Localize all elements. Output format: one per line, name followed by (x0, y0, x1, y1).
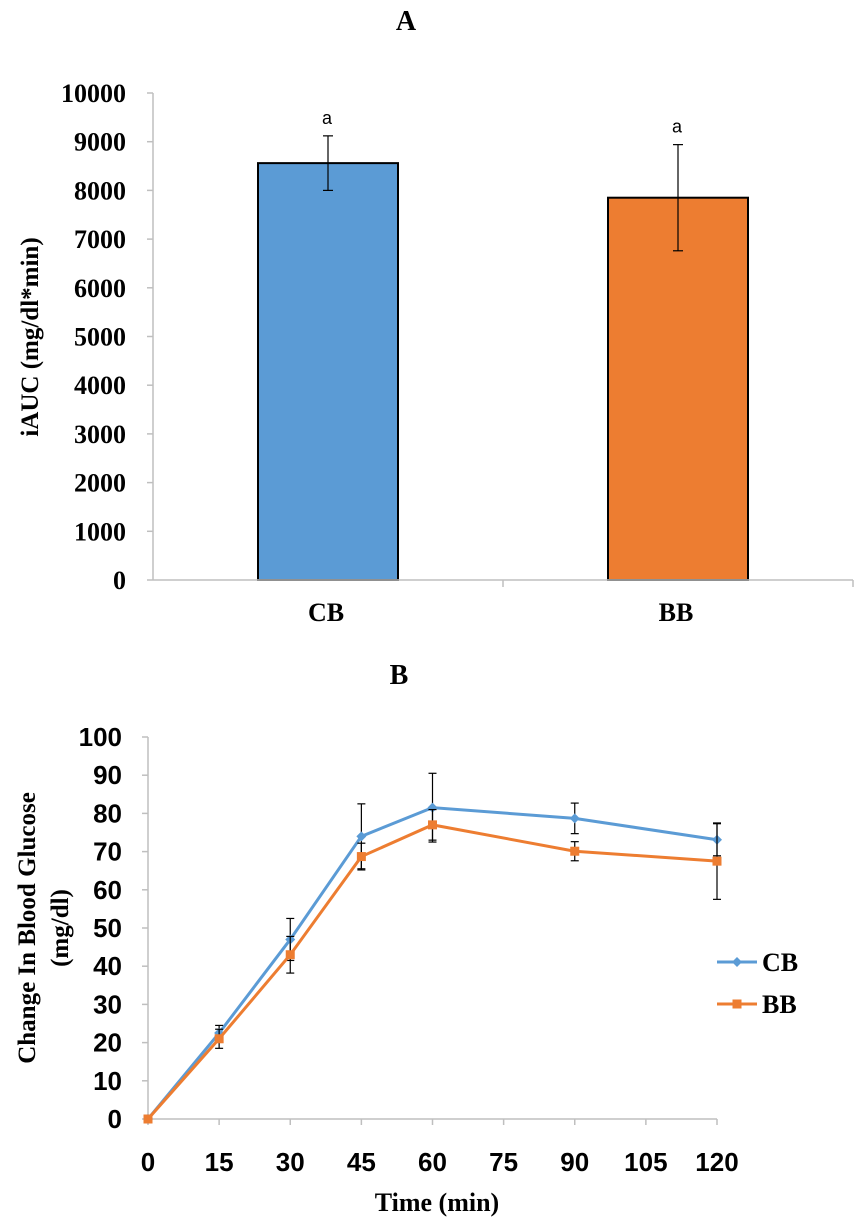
panel-b-y-tick-label: 0 (108, 1104, 122, 1134)
panel-b-y-tick-label: 100 (79, 722, 122, 752)
panel-a-y-ticks: 0 1000 2000 3000 4000 5000 6000 7000 8000 9000 100… (61, 79, 153, 595)
panel-a-y-tick-label: 1000 (74, 517, 126, 546)
panel-a-y-tick-label: 2000 (74, 469, 126, 498)
panel-b-legend-marker (732, 999, 742, 1009)
panel-b-y-tick-label: 40 (93, 951, 122, 981)
panel-b-x-tick-label: 60 (418, 1147, 447, 1177)
panel-b-legend-item-bb: BB (717, 990, 797, 1019)
panel-b-point-cb (569, 813, 580, 824)
panel-b-x-tick-label: 15 (205, 1147, 234, 1177)
panel-a-y-tick-label: 9000 (74, 128, 126, 157)
panel-a-x-ticks: CB BB (308, 580, 854, 627)
panel-b-y-axis-label-line1: Change In Blood Glucose (14, 792, 41, 1064)
panel-a-y-tick-label: 4000 (74, 371, 126, 400)
panel-b-y-tick-label: 30 (93, 989, 122, 1019)
panel-a-y-tick-label: 0 (113, 566, 126, 595)
panel-b-legend-item-cb: CB (717, 948, 798, 977)
panel-b-x-tick-label: 120 (695, 1147, 738, 1177)
panel-b-point-bb (285, 950, 295, 960)
panel-b-legend-label: BB (762, 990, 797, 1019)
panel-b-title: B (390, 660, 409, 691)
panel-b-y-tick-label: 70 (93, 837, 122, 867)
panel-b-y-tick-label: 10 (93, 1066, 122, 1096)
panel-b-point-bb (428, 820, 437, 830)
panel-b-point-bb (712, 856, 722, 866)
panel-b-x-axis-label: Time (min) (375, 1188, 499, 1217)
panel-b-point-bb (214, 1034, 224, 1044)
panel-b-y-axis-label-line2: (mg/dl) (47, 889, 74, 967)
panel-b-point-bb (570, 846, 580, 856)
panel-b-x-ticks: 0 15 30 45 60 75 90 105 120 (141, 1119, 739, 1177)
panel-a-y-tick-label: 10000 (61, 79, 126, 108)
panel-b-y-ticks: 0 10 20 30 40 50 60 70 80 90 100 (79, 722, 148, 1134)
panel-b-x-tick-label: 0 (141, 1147, 155, 1177)
panel-a-annotation: a (322, 108, 333, 128)
panel-b-y-tick-label: 90 (93, 760, 122, 790)
panel-a-bar-bb (607, 196, 749, 582)
panel-b-y-tick-label: 80 (93, 798, 122, 828)
panel-a-x-tick-label: BB (659, 598, 694, 627)
panel-b-y-tick-label: 20 (93, 1028, 122, 1058)
panel-a-bar-chart: A iAUC (mg/dl*min) 0 1000 2000 3000 4000 5000… (17, 6, 854, 627)
panel-b-x-tick-label: 105 (624, 1147, 667, 1177)
panel-b-point-bb (143, 1114, 153, 1124)
panel-a-annotation: a (672, 117, 683, 137)
panel-a-y-tick-label: 8000 (74, 176, 126, 205)
panel-b-series (143, 772, 722, 1124)
panel-b-legend-label: CB (762, 948, 798, 977)
panel-b-line-chart: B Change In Blood Glucose (mg/dl) 0 10 20 3… (14, 660, 798, 1217)
panel-b-x-tick-label: 90 (560, 1147, 589, 1177)
panel-a-title: A (396, 6, 417, 37)
panel-b-legend: CB BB (717, 948, 798, 1019)
panel-b-x-tick-label: 45 (347, 1147, 376, 1177)
panel-b-legend-marker (732, 957, 742, 967)
panel-b-point-bb (356, 852, 366, 862)
panel-b-x-tick-label: 30 (276, 1147, 305, 1177)
panel-b-y-tick-label: 50 (93, 913, 122, 943)
panel-a-bar-cb (257, 162, 399, 582)
panel-a-y-tick-label: 3000 (74, 420, 126, 449)
panel-b-y-tick-label: 60 (93, 875, 122, 905)
panel-a-y-axis-label: iAUC (mg/dl*min) (17, 237, 44, 436)
panel-b-line-bb (146, 823, 718, 1120)
panel-a-y-tick-label: 5000 (74, 323, 126, 352)
panel-a-y-tick-label: 7000 (74, 225, 126, 254)
panel-a-x-tick-label: CB (308, 598, 344, 627)
panel-a-y-tick-label: 6000 (74, 274, 126, 303)
panel-b-x-tick-label: 75 (489, 1147, 518, 1177)
panel-b-point-cb (356, 831, 367, 842)
panel-b-series-bb (143, 808, 722, 1124)
